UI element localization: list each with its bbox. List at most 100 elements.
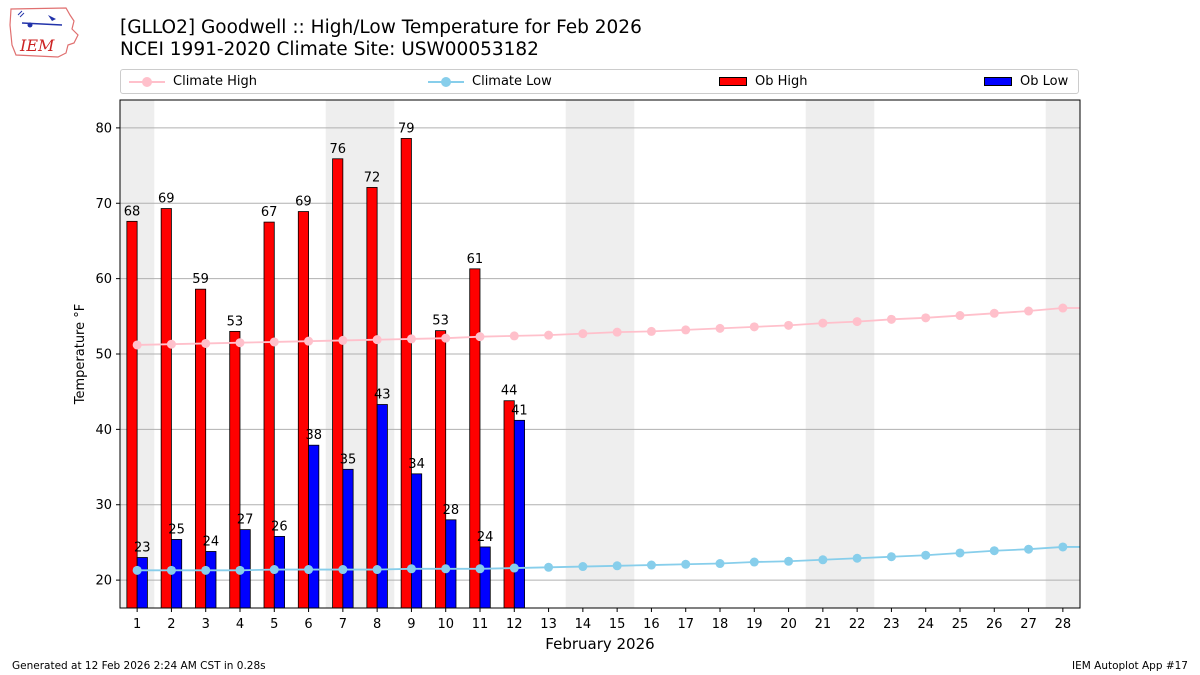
x-tick-label: 4	[236, 617, 244, 632]
legend-climate-high-label: Climate High	[173, 74, 258, 89]
climate-low-point	[406, 564, 416, 574]
climate-low-point	[1058, 542, 1068, 552]
climate-low-point	[338, 565, 348, 575]
ob-high-label: 53	[432, 314, 449, 329]
climate-high-point	[646, 326, 656, 336]
ob-high-label: 53	[227, 314, 244, 329]
logo-text: IEM	[19, 36, 55, 55]
y-tick-label: 80	[95, 121, 112, 136]
climate-low-point	[1024, 544, 1034, 554]
ob-low-bar	[513, 419, 525, 609]
y-tick-label: 50	[95, 348, 112, 363]
climate-high-point	[441, 333, 451, 343]
climate-high-point	[784, 320, 794, 330]
climate-high-point	[372, 335, 382, 345]
climate-low-point	[372, 565, 382, 575]
ob-low-label: 23	[134, 541, 151, 556]
legend-ob-high-label: Ob High	[755, 74, 808, 89]
legend-climate-low-label: Climate Low	[472, 74, 552, 89]
climate-high-point	[1058, 303, 1068, 313]
x-tick-label: 1	[133, 617, 141, 632]
climate-low-point	[646, 560, 656, 570]
climate-high-point	[304, 336, 314, 346]
climate-low-point	[852, 553, 862, 563]
climate-low-point	[235, 565, 245, 575]
climate-low-point	[921, 550, 931, 560]
x-tick-label: 21	[815, 617, 832, 632]
ob-low-bar	[308, 444, 320, 609]
ob-high-bar	[297, 211, 309, 609]
climate-low-point	[544, 562, 554, 572]
x-tick-label: 2	[167, 617, 175, 632]
climate-low-point	[612, 561, 622, 571]
x-tick-label: 24	[917, 617, 934, 632]
x-tick-label: 7	[339, 617, 347, 632]
ob-low-swatch	[984, 77, 1012, 86]
ob-low-bar	[376, 404, 388, 609]
climate-low-point	[818, 555, 828, 565]
ob-high-label: 68	[124, 204, 141, 219]
climate-low-point	[509, 563, 519, 573]
climate-high-point	[681, 325, 691, 335]
climate-high-point	[818, 318, 828, 328]
climate-high-point	[166, 339, 176, 349]
y-tick-label: 30	[95, 498, 112, 513]
ob-low-bar	[479, 546, 491, 609]
climate-low-swatch	[428, 75, 464, 89]
ob-low-bar	[205, 551, 217, 609]
ob-high-label: 44	[501, 384, 518, 399]
legend-climate-low: Climate Low	[428, 70, 552, 93]
legend-climate-high: Climate High	[129, 70, 257, 93]
ob-high-label: 59	[192, 272, 209, 287]
plot-frame	[119, 99, 1081, 609]
x-tick-label: 8	[373, 617, 381, 632]
climate-high-point	[886, 314, 896, 324]
x-tick-label: 22	[849, 617, 866, 632]
x-tick-label: 20	[780, 617, 797, 632]
x-tick-label: 18	[712, 617, 729, 632]
x-tick-label: 26	[986, 617, 1003, 632]
ob-low-label: 41	[511, 403, 528, 418]
climate-high-point	[269, 337, 279, 347]
ob-low-label: 28	[443, 503, 460, 518]
ob-high-bar	[469, 268, 481, 609]
ob-low-label: 43	[374, 387, 391, 402]
app-footer: IEM Autoplot App #17	[1072, 660, 1188, 672]
climate-low-point	[681, 559, 691, 569]
climate-high-point	[1024, 306, 1034, 316]
climate-high-point	[406, 334, 416, 344]
ob-high-bar	[332, 158, 344, 609]
legend-ob-low: Ob Low	[984, 70, 1068, 93]
climate-low-point	[132, 565, 142, 575]
ob-high-bar	[263, 221, 275, 609]
y-tick-label: 40	[95, 423, 112, 438]
climate-high-point	[509, 331, 519, 341]
climate-low-point	[475, 564, 485, 574]
ob-low-label: 26	[271, 519, 288, 534]
climate-low-point	[989, 546, 999, 556]
climate-high-point	[201, 338, 211, 348]
ob-high-label: 67	[261, 205, 278, 220]
x-tick-label: 5	[270, 617, 278, 632]
y-tick-label: 20	[95, 574, 112, 589]
x-tick-label: 14	[575, 617, 592, 632]
climate-high-point	[578, 329, 588, 339]
legend-ob-low-label: Ob Low	[1020, 74, 1069, 89]
x-tick-label: 28	[1055, 617, 1072, 632]
climate-high-point	[715, 323, 725, 333]
ob-high-swatch	[719, 77, 747, 86]
y-tick-label: 70	[95, 197, 112, 212]
climate-low-point	[784, 556, 794, 566]
ob-high-bar	[503, 400, 515, 609]
x-tick-label: 16	[643, 617, 660, 632]
ob-high-label: 72	[364, 170, 381, 185]
climate-high-point	[749, 322, 759, 332]
x-tick-label: 19	[746, 617, 763, 632]
climate-high-point	[338, 335, 348, 345]
ob-high-label: 76	[329, 142, 346, 157]
ob-high-label: 69	[158, 192, 175, 207]
ob-high-label: 69	[295, 195, 312, 210]
generated-footer: Generated at 12 Feb 2026 2:24 AM CST in …	[12, 660, 266, 672]
y-axis-label: Temperature °F	[73, 304, 88, 405]
ob-high-bar	[195, 288, 207, 609]
